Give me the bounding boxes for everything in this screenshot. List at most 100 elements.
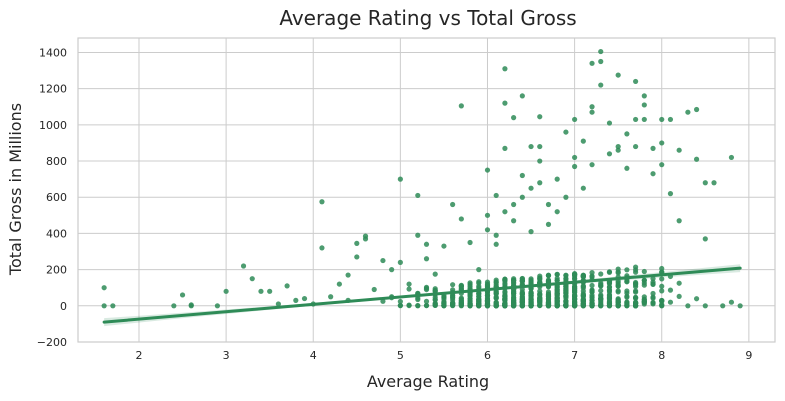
data-point	[667, 287, 674, 293]
data-point	[624, 288, 630, 294]
data-point	[415, 302, 421, 309]
data-point	[641, 102, 647, 108]
data-point	[659, 297, 665, 304]
data-point	[423, 241, 430, 247]
data-point	[650, 294, 656, 300]
data-point	[676, 218, 682, 224]
data-point	[659, 276, 665, 282]
data-point	[589, 109, 595, 115]
data-point	[572, 271, 578, 277]
data-point	[484, 292, 491, 298]
data-point	[537, 158, 543, 164]
y-tick-label: 200	[46, 264, 67, 277]
data-point	[606, 151, 613, 157]
data-point	[624, 301, 630, 308]
data-point	[554, 278, 560, 284]
data-point	[598, 280, 604, 286]
data-point	[484, 227, 491, 233]
data-point	[441, 243, 447, 249]
data-point	[580, 302, 586, 308]
data-point	[223, 288, 229, 294]
data-point	[458, 296, 464, 302]
data-point	[476, 279, 482, 285]
data-point	[633, 269, 639, 275]
data-point	[502, 66, 508, 72]
data-point	[511, 297, 517, 304]
data-point	[728, 299, 735, 305]
data-point	[397, 259, 403, 265]
data-point	[563, 295, 569, 301]
data-point	[580, 273, 586, 280]
data-point	[693, 106, 700, 113]
data-point	[380, 257, 386, 264]
data-point	[545, 201, 552, 208]
data-point	[362, 233, 369, 239]
y-tick-label: 0	[60, 300, 67, 313]
y-tick-label: 800	[46, 155, 67, 168]
data-point	[598, 302, 604, 308]
data-point	[615, 288, 621, 294]
data-point	[502, 276, 508, 282]
data-point	[624, 267, 630, 273]
data-point	[432, 301, 438, 308]
data-point	[624, 131, 630, 137]
y-tick-label: 1400	[39, 46, 67, 59]
data-point	[336, 281, 342, 287]
data-point	[458, 103, 464, 109]
data-point	[659, 162, 665, 168]
data-point	[423, 298, 430, 304]
data-point	[572, 296, 578, 302]
data-point	[511, 218, 517, 224]
data-point	[502, 302, 508, 308]
data-point	[624, 165, 630, 171]
data-point	[502, 100, 508, 106]
data-point	[301, 295, 308, 302]
data-point	[650, 300, 656, 306]
data-point	[580, 138, 586, 144]
data-point	[101, 285, 107, 291]
data-point	[572, 286, 578, 292]
data-point	[589, 273, 595, 279]
data-point	[328, 294, 334, 300]
data-point	[580, 185, 586, 191]
data-point	[633, 143, 639, 150]
data-point	[484, 303, 491, 309]
data-point	[511, 302, 517, 308]
y-tick-label: 400	[46, 227, 67, 240]
data-point	[214, 303, 220, 309]
data-point	[537, 291, 543, 297]
data-point	[275, 301, 281, 307]
data-point	[650, 290, 656, 297]
y-tick-label: 600	[46, 191, 67, 204]
data-point	[528, 301, 534, 307]
data-point	[598, 292, 604, 298]
data-point	[728, 154, 735, 161]
data-point	[537, 180, 543, 186]
x-axis-label: Average Rating	[367, 372, 489, 391]
data-point	[537, 114, 543, 120]
data-point	[354, 240, 360, 246]
data-point	[415, 232, 421, 238]
data-point	[702, 303, 708, 309]
data-point	[667, 299, 674, 305]
data-point	[641, 277, 647, 283]
data-point	[650, 171, 656, 177]
data-point	[641, 301, 647, 307]
data-point	[589, 282, 595, 289]
plot-frame	[77, 37, 776, 343]
data-point	[519, 93, 525, 99]
data-point	[484, 298, 491, 304]
data-point	[659, 301, 665, 308]
data-point	[502, 209, 508, 215]
data-point	[171, 303, 177, 309]
data-point	[519, 276, 525, 282]
data-point	[641, 268, 647, 275]
data-point	[650, 279, 656, 285]
data-point	[450, 201, 456, 208]
data-point	[511, 277, 517, 283]
y-tick-label: 1200	[39, 83, 67, 96]
data-point	[240, 263, 247, 269]
data-point	[589, 104, 595, 110]
data-point	[554, 287, 560, 293]
